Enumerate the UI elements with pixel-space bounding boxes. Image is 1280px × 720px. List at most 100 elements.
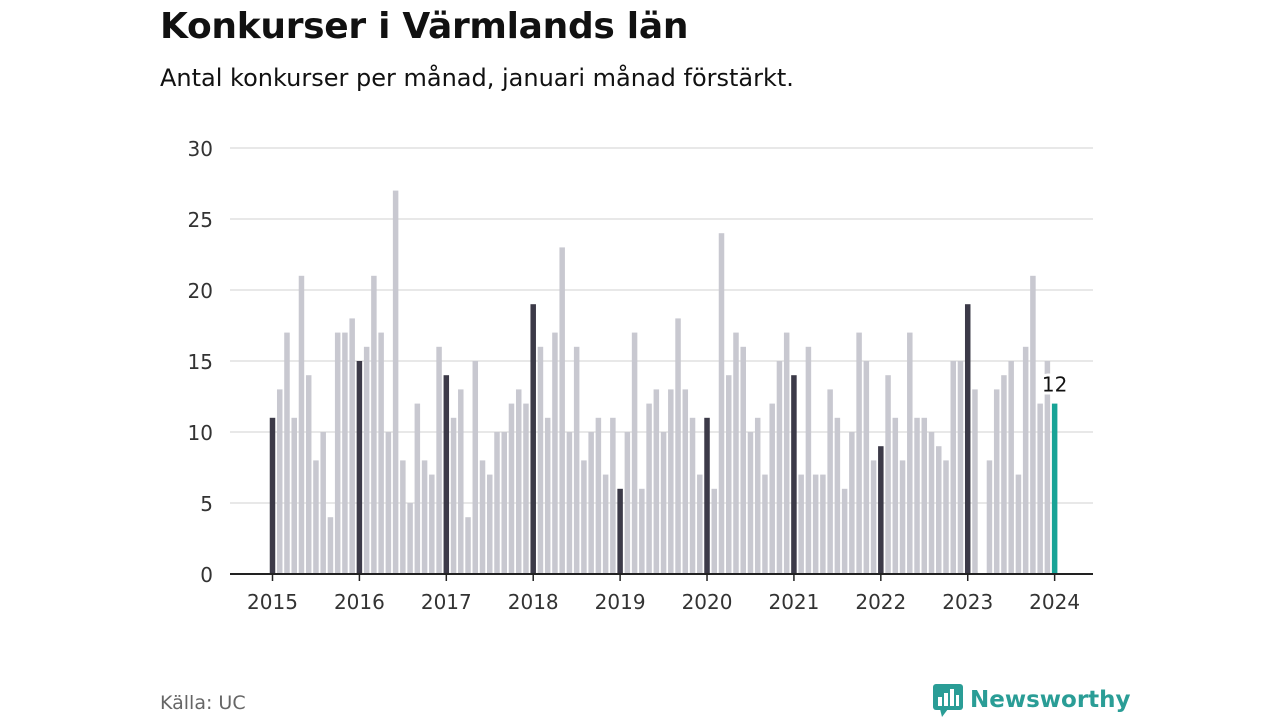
bar bbox=[313, 460, 319, 574]
x-axis-tick-labels: 2015 2016 2017 2018 2019 2020 2021 2022 2023 2024 bbox=[247, 590, 1080, 614]
bar bbox=[986, 460, 993, 574]
bar-january bbox=[878, 446, 884, 574]
chart-title: Konkurser i Värmlands län bbox=[160, 6, 689, 47]
bar bbox=[595, 417, 602, 574]
bar-january bbox=[704, 417, 710, 574]
bar bbox=[726, 375, 732, 574]
bar bbox=[1037, 403, 1043, 574]
bar bbox=[472, 361, 479, 574]
bar-january bbox=[443, 375, 450, 574]
bar bbox=[581, 460, 587, 574]
bar bbox=[385, 432, 392, 574]
bar bbox=[465, 517, 471, 574]
bar bbox=[697, 474, 703, 574]
bar bbox=[610, 417, 616, 574]
bar bbox=[769, 403, 775, 574]
bar bbox=[515, 389, 522, 574]
bar bbox=[407, 503, 413, 574]
bar bbox=[479, 460, 486, 574]
bar-january bbox=[530, 304, 536, 574]
bar bbox=[972, 389, 978, 574]
bars bbox=[269, 190, 1058, 574]
bar bbox=[501, 432, 507, 574]
bar bbox=[342, 332, 348, 574]
bar bbox=[892, 417, 899, 574]
y-axis-tick-labels: 0 5 10 15 20 25 30 bbox=[188, 137, 213, 587]
bar bbox=[827, 389, 833, 574]
bar bbox=[276, 389, 283, 574]
bar bbox=[458, 389, 464, 574]
x-tick-label: 2024 bbox=[1029, 590, 1080, 614]
bar bbox=[573, 346, 580, 574]
bar bbox=[907, 332, 913, 574]
bar bbox=[487, 474, 493, 574]
bar bbox=[436, 346, 442, 574]
newsworthy-logo-icon bbox=[933, 684, 963, 717]
bar bbox=[646, 403, 652, 574]
x-tick-label: 2023 bbox=[942, 590, 993, 614]
annotation-halo: 12 bbox=[1042, 373, 1067, 397]
bar bbox=[653, 389, 660, 574]
bar bbox=[378, 332, 384, 574]
bar bbox=[602, 474, 609, 574]
bar bbox=[334, 332, 341, 574]
y-tick-label: 5 bbox=[200, 492, 213, 516]
bar bbox=[508, 403, 515, 574]
y-tick-label: 0 bbox=[200, 563, 213, 587]
bar bbox=[820, 474, 826, 574]
latest-value-label: 12 bbox=[1042, 373, 1067, 397]
bar bbox=[682, 389, 689, 574]
bar bbox=[660, 432, 667, 574]
brand-name: Newsworthy bbox=[970, 687, 1131, 713]
bar bbox=[552, 332, 558, 574]
bar bbox=[928, 432, 935, 574]
bar bbox=[762, 474, 768, 574]
bar bbox=[668, 389, 674, 574]
source-note: Källa: UC bbox=[160, 692, 246, 714]
bar bbox=[747, 432, 754, 574]
x-tick-label: 2022 bbox=[855, 590, 906, 614]
y-tick-label: 20 bbox=[188, 279, 213, 303]
bar bbox=[284, 332, 290, 574]
bar bbox=[711, 488, 718, 574]
bar bbox=[566, 432, 573, 574]
bar bbox=[856, 332, 862, 574]
bar bbox=[327, 517, 334, 574]
x-axis bbox=[230, 573, 1093, 581]
bar bbox=[429, 474, 435, 574]
bar bbox=[899, 460, 906, 574]
bar bbox=[943, 460, 949, 574]
x-tick-label: 2017 bbox=[421, 590, 472, 614]
newsworthy-logo[interactable]: Newsworthy bbox=[932, 682, 1131, 718]
bar bbox=[544, 417, 551, 574]
x-tick-label: 2019 bbox=[595, 590, 646, 614]
bar bbox=[320, 432, 326, 574]
y-tick-label: 25 bbox=[188, 208, 213, 232]
bar bbox=[834, 417, 841, 574]
bar bbox=[740, 346, 746, 574]
bar bbox=[298, 275, 305, 574]
bar-january bbox=[617, 488, 623, 574]
bar bbox=[291, 417, 297, 574]
bar bbox=[783, 332, 790, 574]
y-tick-label: 10 bbox=[188, 421, 213, 445]
y-tick-label: 15 bbox=[188, 350, 213, 374]
bar bbox=[718, 233, 725, 574]
bar bbox=[805, 346, 812, 574]
bar bbox=[400, 460, 406, 574]
x-tick-label: 2018 bbox=[508, 590, 559, 614]
bar bbox=[675, 318, 681, 574]
bar bbox=[349, 318, 355, 574]
bar bbox=[1015, 474, 1022, 574]
bar bbox=[421, 460, 428, 574]
bar bbox=[849, 432, 855, 574]
bar bbox=[936, 446, 942, 574]
bar bbox=[841, 488, 848, 574]
bar bbox=[950, 361, 956, 574]
bar bbox=[1044, 361, 1051, 574]
bar bbox=[914, 417, 920, 574]
bar bbox=[559, 247, 565, 574]
bar bbox=[957, 361, 964, 574]
x-tick-label: 2020 bbox=[682, 590, 733, 614]
